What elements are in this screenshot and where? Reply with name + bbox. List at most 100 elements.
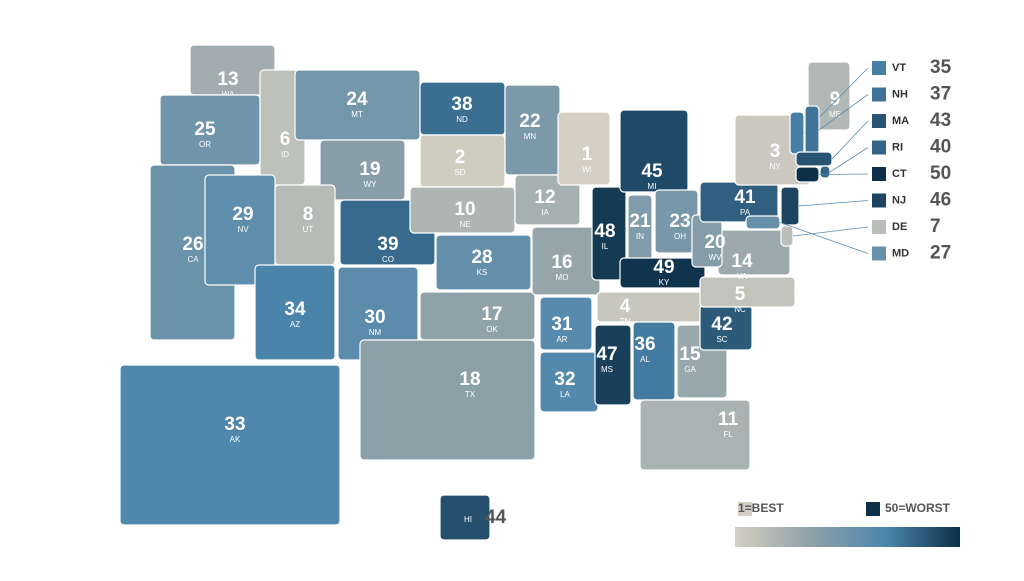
state-rank: 25 bbox=[194, 119, 216, 140]
state bbox=[795, 151, 833, 167]
state-rank: 33 bbox=[224, 414, 245, 435]
state-rank: 8 bbox=[303, 204, 314, 225]
state-rank: 31 bbox=[551, 314, 573, 335]
callout-swatch bbox=[872, 87, 886, 102]
callout-abbr: VT bbox=[892, 62, 906, 74]
state-abbr: WV bbox=[709, 253, 723, 262]
callout-swatch bbox=[872, 61, 886, 75]
state-rank: 44 bbox=[485, 507, 507, 528]
state-abbr: CA bbox=[187, 255, 199, 264]
state-abbr: NE bbox=[459, 220, 470, 229]
state-rank: 41 bbox=[734, 187, 756, 208]
state-abbr: WI bbox=[582, 165, 592, 174]
state-abbr: HI bbox=[464, 515, 472, 524]
callout-swatch bbox=[872, 220, 886, 234]
state-rank: 11 bbox=[718, 409, 739, 430]
state bbox=[359, 339, 536, 461]
state-abbr: MI bbox=[648, 182, 657, 191]
state-rank: 14 bbox=[731, 251, 753, 272]
state-abbr: WY bbox=[364, 180, 378, 189]
callout-abbr: RI bbox=[892, 141, 903, 153]
state bbox=[795, 166, 820, 183]
state-rank: 9 bbox=[830, 89, 841, 110]
state bbox=[639, 399, 751, 471]
state bbox=[819, 165, 831, 179]
state-abbr: NV bbox=[237, 225, 249, 234]
state-abbr: VA bbox=[737, 272, 748, 281]
state-rank: 20 bbox=[704, 232, 725, 253]
state-abbr: IN bbox=[636, 232, 644, 241]
leader-line bbox=[792, 226, 869, 237]
state-rank: 45 bbox=[641, 161, 663, 182]
callout-rank: 35 bbox=[930, 57, 952, 78]
callout-abbr: CT bbox=[892, 168, 907, 180]
state bbox=[119, 364, 341, 526]
state-rank: 18 bbox=[459, 369, 480, 390]
state-rank: 30 bbox=[364, 307, 385, 328]
state-rank: 32 bbox=[554, 369, 575, 390]
state-abbr: TN bbox=[620, 317, 631, 326]
state-abbr: OK bbox=[486, 325, 498, 334]
state bbox=[439, 494, 491, 541]
state-abbr: NY bbox=[769, 162, 781, 171]
state-rank: 4 bbox=[620, 296, 631, 317]
legend-swatch-worst bbox=[866, 502, 880, 516]
state-abbr: MO bbox=[556, 273, 569, 282]
state-abbr: MT bbox=[351, 110, 363, 119]
state-rank: 42 bbox=[711, 314, 732, 335]
state-abbr: IA bbox=[541, 208, 549, 217]
state bbox=[539, 296, 593, 351]
state-rank: 16 bbox=[551, 252, 572, 273]
state bbox=[780, 186, 800, 226]
state-rank: 24 bbox=[346, 89, 368, 110]
state-abbr: SC bbox=[716, 335, 727, 344]
state-rank: 6 bbox=[280, 129, 291, 150]
callout-abbr: DE bbox=[892, 221, 907, 233]
state bbox=[745, 215, 781, 230]
state-abbr: NC bbox=[734, 305, 746, 314]
state-abbr: OH bbox=[674, 232, 686, 241]
state-abbr: CO bbox=[382, 255, 394, 264]
callout-swatch bbox=[872, 167, 886, 181]
callout-swatch bbox=[872, 193, 886, 208]
state-abbr: ND bbox=[456, 115, 468, 124]
state bbox=[557, 111, 611, 186]
callout-rank: 46 bbox=[930, 190, 951, 211]
state-rank: 34 bbox=[284, 299, 306, 320]
state bbox=[594, 324, 632, 406]
state-rank: 21 bbox=[629, 211, 651, 232]
state bbox=[699, 276, 796, 308]
state-rank: 47 bbox=[596, 344, 617, 365]
callout-abbr: MA bbox=[892, 115, 909, 127]
state-rank: 49 bbox=[653, 257, 674, 278]
state-abbr: AL bbox=[640, 355, 650, 364]
state bbox=[619, 257, 706, 289]
state bbox=[804, 105, 820, 155]
state-rank: 28 bbox=[471, 247, 492, 268]
state-rank: 39 bbox=[377, 234, 398, 255]
state-abbr: MS bbox=[601, 365, 613, 374]
state-rank: 36 bbox=[634, 334, 655, 355]
state-rank: 48 bbox=[594, 221, 615, 242]
state-rank: 26 bbox=[182, 234, 203, 255]
state-rank: 19 bbox=[359, 159, 380, 180]
leader-line bbox=[798, 200, 869, 207]
state-abbr: SD bbox=[454, 168, 465, 177]
callout-swatch bbox=[872, 140, 886, 155]
state-abbr: PA bbox=[740, 208, 751, 217]
state-rank: 29 bbox=[232, 204, 253, 225]
state-abbr: GA bbox=[684, 365, 696, 374]
state-abbr: TX bbox=[465, 390, 476, 399]
state bbox=[254, 264, 336, 361]
legend-worst: 50=WORST bbox=[885, 501, 951, 515]
state-abbr: IL bbox=[602, 242, 609, 251]
state bbox=[514, 174, 581, 226]
state-rank: 17 bbox=[481, 304, 502, 325]
state-rank: 3 bbox=[770, 141, 781, 162]
state-abbr: MN bbox=[524, 132, 537, 141]
state-abbr: AK bbox=[230, 435, 241, 444]
state-rank: 12 bbox=[534, 187, 555, 208]
callout-rank: 37 bbox=[930, 84, 951, 105]
state-rank: 5 bbox=[735, 284, 746, 305]
